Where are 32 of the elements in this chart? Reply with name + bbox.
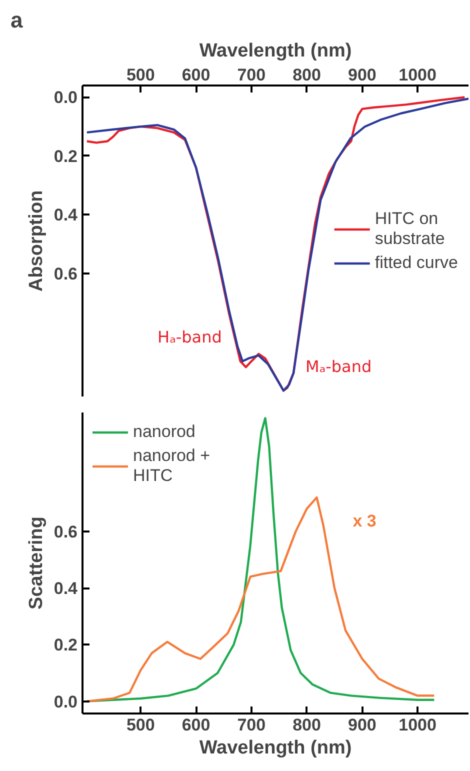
x-tick-label: 500	[126, 716, 155, 734]
legend-label: nanorod + HITC	[133, 446, 210, 486]
x-axis-title: Wavelength (nm)	[199, 738, 352, 758]
y-axis-title: Absorption	[26, 190, 47, 292]
x-tick-label: 700	[237, 66, 266, 84]
y-tick-label: 0.4	[54, 206, 78, 225]
y-tick-label: 0.4	[54, 579, 78, 598]
legend-label: fitted curve	[374, 252, 458, 272]
annotation: Hₐ-band	[158, 328, 222, 347]
y-tick-label: 0.0	[54, 88, 78, 108]
x-tick-label: 700	[237, 716, 266, 734]
legend-label: nanorod	[133, 422, 196, 442]
y-tick-label: 0.2	[54, 636, 78, 655]
line-series	[86, 496, 436, 702]
y-tick-label: 0.6	[54, 522, 78, 542]
x-tick-label: 900	[348, 66, 376, 84]
x-tick-label: 800	[292, 716, 321, 734]
x-tick-label: 500	[126, 66, 155, 84]
x-axis-title: Wavelength (nm)	[199, 40, 352, 62]
annotation: Mₐ-band	[306, 357, 372, 376]
y-axis-title: Scattering	[26, 516, 47, 610]
x-tick-label: 600	[182, 716, 210, 734]
x-tick-label: 900	[348, 716, 376, 734]
x-tick-label: 1000	[398, 66, 436, 84]
y-tick-label: 0.2	[54, 146, 78, 166]
text: a	[10, 8, 24, 32]
x-tick-label: 600	[182, 66, 210, 84]
annotation: x 3	[352, 511, 376, 530]
x-tick-label: 1000	[398, 716, 436, 734]
y-tick-label: 0.0	[54, 692, 78, 712]
x-tick-label: 800	[292, 66, 321, 84]
y-tick-label: 0.6	[54, 264, 78, 284]
